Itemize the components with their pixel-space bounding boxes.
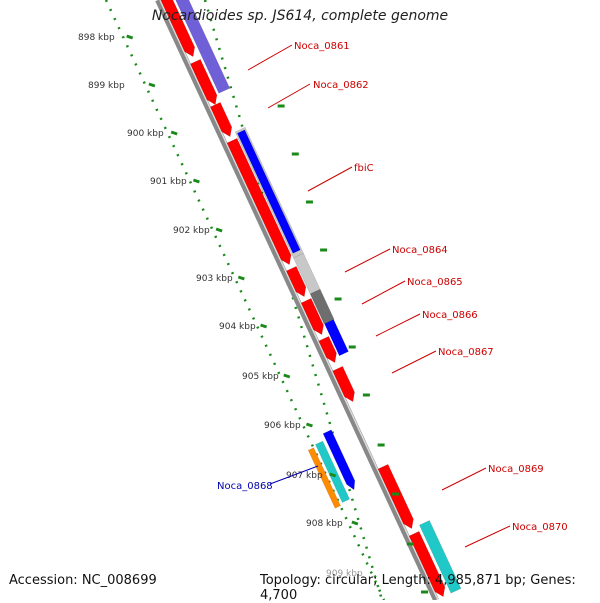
ruler-tick-mark xyxy=(351,520,359,526)
gene-noca-0869 xyxy=(377,463,414,530)
gene-label-noca-0862[interactable]: Noca_0862 xyxy=(313,80,369,91)
gene-noca-0865 xyxy=(300,297,324,336)
gene-fbic xyxy=(226,137,292,266)
gene-label-noca-0867[interactable]: Noca_0867 xyxy=(438,347,494,358)
ruler-tick-label: 904 kbp xyxy=(219,322,256,332)
gene-label-noca-0864[interactable]: Noca_0864 xyxy=(392,245,448,256)
gene-label-noca-0861[interactable]: Noca_0861 xyxy=(294,41,350,52)
gene-noca-0866 xyxy=(318,335,337,364)
gene-label-fbic[interactable]: fbiC xyxy=(354,163,374,174)
label-leader-line xyxy=(267,83,311,109)
label-leader-line xyxy=(269,465,319,485)
label-leaders xyxy=(247,44,511,548)
map-title: Nocardioides sp. JS614, complete genome xyxy=(151,8,449,24)
ruler-tick-mark xyxy=(237,275,245,281)
ruler-tick-mark xyxy=(329,472,337,478)
ruler-tick-label: 902 kbp xyxy=(173,226,210,236)
ruler-tick-mark xyxy=(283,373,291,379)
label-leader-line xyxy=(391,350,437,374)
label-leader-line xyxy=(361,280,406,305)
label-leader-line xyxy=(441,467,487,491)
backbone-line xyxy=(155,0,439,600)
labels: Noca_0861 Noca_0862 fbiC Noca_0864 Noca_0865… xyxy=(217,41,568,533)
gene-noca-0868-cyan xyxy=(315,440,350,503)
gene-purple-band xyxy=(175,0,231,94)
ruler-tick-label: 899 kbp xyxy=(88,81,125,91)
ruler-tick-mark xyxy=(192,178,200,184)
gene-features xyxy=(160,0,462,598)
gene-noca-0862b xyxy=(209,101,233,138)
backbone-highlight xyxy=(159,0,439,600)
ruler-tick-mark xyxy=(170,130,178,136)
ruler-tick-label: 898 kbp xyxy=(78,33,115,43)
label-leader-line xyxy=(464,525,511,548)
ruler-tick-label: 908 kbp xyxy=(306,519,343,529)
gene-noca-0862 xyxy=(189,58,218,106)
label-leader-line xyxy=(247,44,293,71)
track-cyan-1 xyxy=(419,520,462,594)
gene-label-noca-0870[interactable]: Noca_0870 xyxy=(512,522,568,533)
gene-label-noca-0866[interactable]: Noca_0866 xyxy=(422,310,478,321)
ruler-tick-mark xyxy=(126,34,134,40)
gene-noca-0867 xyxy=(332,365,355,403)
gene-label-noca-0869[interactable]: Noca_0869 xyxy=(488,464,544,475)
ruler-tick-label: 906 kbp xyxy=(264,421,301,431)
gene-label-noca-0868[interactable]: Noca_0868 xyxy=(217,481,273,492)
ruler-tick-mark xyxy=(215,227,223,233)
track-gray-3 xyxy=(309,288,335,325)
gene-label-noca-0865[interactable]: Noca_0865 xyxy=(407,277,463,288)
ruler-tick-label: 901 kbp xyxy=(150,177,187,187)
gene-noca-0868-blue xyxy=(322,429,356,491)
track-blue-1 xyxy=(236,129,301,254)
ruler-tick-mark xyxy=(305,422,313,428)
gene-noca-0870 xyxy=(408,530,446,598)
ruler-tick-label: 905 kbp xyxy=(242,372,279,382)
label-leader-line xyxy=(375,313,421,337)
gene-noca-0861 xyxy=(160,0,195,58)
ruler-tick-label-partial: 909 kbp xyxy=(326,569,363,579)
ruler-tick-label: 903 kbp xyxy=(196,274,233,284)
ruler-ticks: 898 kbp 899 kbp 900 kbp 901 kbp 902 kbp 903 k… xyxy=(78,33,428,594)
ruler-tick-mark xyxy=(148,82,156,88)
ruler-tick-label: 900 kbp xyxy=(127,129,164,139)
label-leader-line xyxy=(307,166,353,192)
gene-noca-0868-orange xyxy=(307,447,341,509)
ruler-tick-label: 907 kbp xyxy=(286,471,323,481)
accession-text: Accession: NC_008699 xyxy=(9,573,157,588)
ruler-tick-mark xyxy=(260,323,268,329)
genome-summary-text: Topology: circular; Length: 4,985,871 bp… xyxy=(260,573,576,603)
track-blue-2 xyxy=(324,319,349,357)
outer-ruler-dots xyxy=(203,0,384,600)
gene-noca-0864 xyxy=(285,265,307,298)
label-leader-line xyxy=(344,248,391,273)
